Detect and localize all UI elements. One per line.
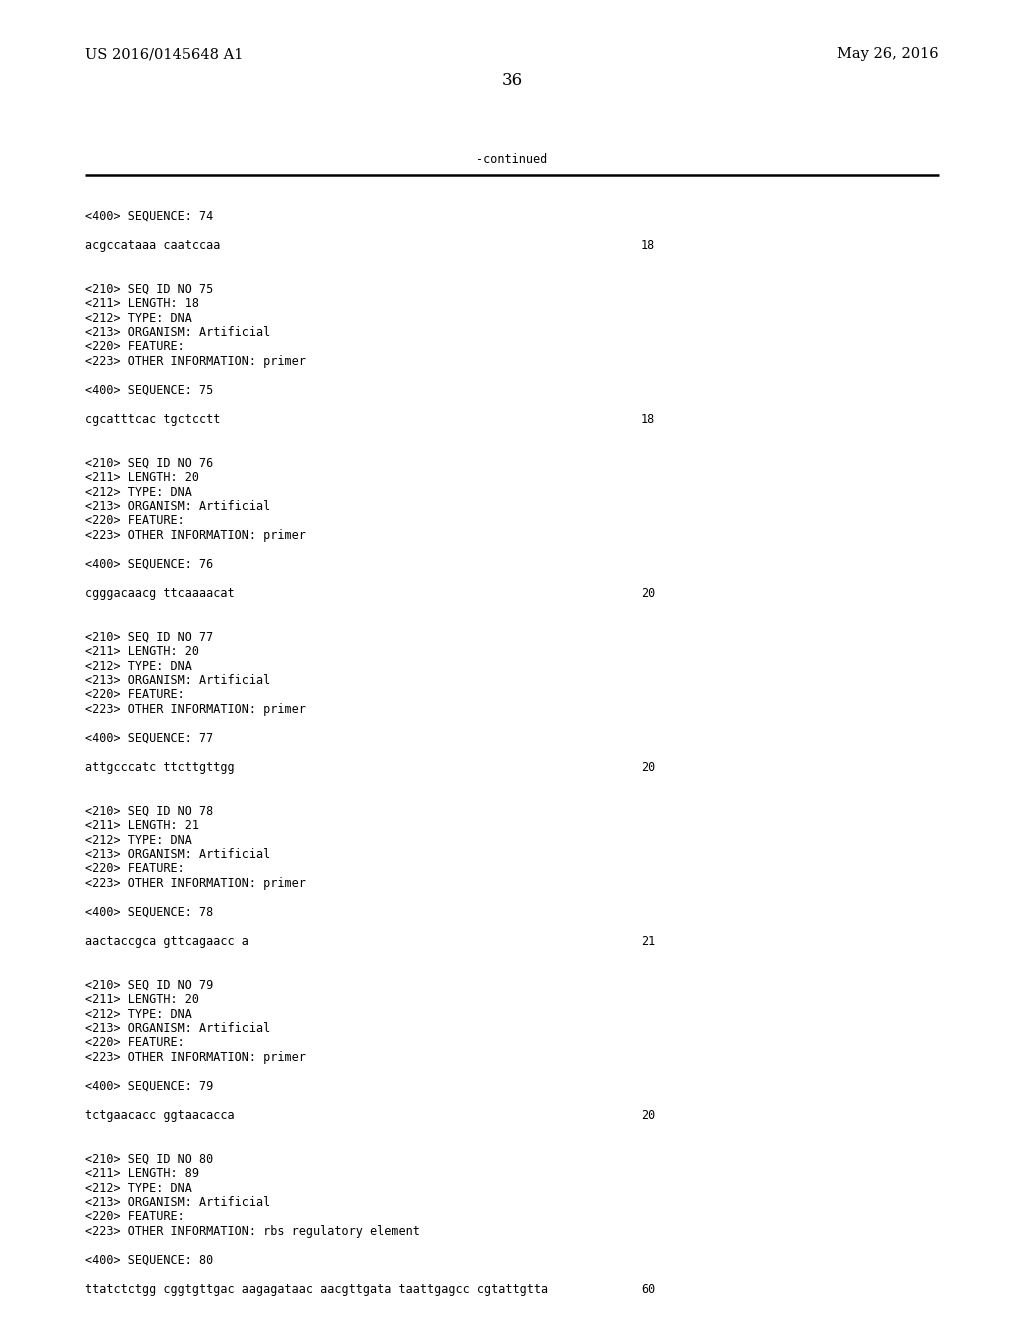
Text: <400> SEQUENCE: 80: <400> SEQUENCE: 80 [85, 1254, 213, 1267]
Text: <212> TYPE: DNA: <212> TYPE: DNA [85, 486, 191, 499]
Text: 60: 60 [641, 1283, 655, 1296]
Text: acgccataaa caatccaa: acgccataaa caatccaa [85, 239, 220, 252]
Text: <211> LENGTH: 89: <211> LENGTH: 89 [85, 1167, 199, 1180]
Text: <223> OTHER INFORMATION: rbs regulatory element: <223> OTHER INFORMATION: rbs regulatory … [85, 1225, 420, 1238]
Text: <211> LENGTH: 20: <211> LENGTH: 20 [85, 993, 199, 1006]
Text: <210> SEQ ID NO 75: <210> SEQ ID NO 75 [85, 282, 213, 296]
Text: <213> ORGANISM: Artificial: <213> ORGANISM: Artificial [85, 675, 270, 686]
Text: cgcatttcac tgctcctt: cgcatttcac tgctcctt [85, 413, 220, 426]
Text: <212> TYPE: DNA: <212> TYPE: DNA [85, 833, 191, 846]
Text: 18: 18 [641, 239, 655, 252]
Text: <220> FEATURE:: <220> FEATURE: [85, 1036, 184, 1049]
Text: <213> ORGANISM: Artificial: <213> ORGANISM: Artificial [85, 326, 270, 339]
Text: <210> SEQ ID NO 77: <210> SEQ ID NO 77 [85, 631, 213, 644]
Text: <213> ORGANISM: Artificial: <213> ORGANISM: Artificial [85, 847, 270, 861]
Text: tctgaacacc ggtaacacca: tctgaacacc ggtaacacca [85, 1109, 234, 1122]
Text: attgcccatc ttcttgttgg: attgcccatc ttcttgttgg [85, 762, 234, 774]
Text: 20: 20 [641, 762, 655, 774]
Text: <223> OTHER INFORMATION: primer: <223> OTHER INFORMATION: primer [85, 355, 306, 368]
Text: 20: 20 [641, 587, 655, 601]
Text: <223> OTHER INFORMATION: primer: <223> OTHER INFORMATION: primer [85, 1051, 306, 1064]
Text: 20: 20 [641, 1109, 655, 1122]
Text: <223> OTHER INFORMATION: primer: <223> OTHER INFORMATION: primer [85, 876, 306, 890]
Text: <220> FEATURE:: <220> FEATURE: [85, 1210, 184, 1224]
Text: <220> FEATURE:: <220> FEATURE: [85, 689, 184, 701]
Text: <212> TYPE: DNA: <212> TYPE: DNA [85, 660, 191, 672]
Text: <210> SEQ ID NO 80: <210> SEQ ID NO 80 [85, 1152, 213, 1166]
Text: aactaccgca gttcagaacc a: aactaccgca gttcagaacc a [85, 935, 249, 948]
Text: <211> LENGTH: 20: <211> LENGTH: 20 [85, 645, 199, 657]
Text: <210> SEQ ID NO 79: <210> SEQ ID NO 79 [85, 978, 213, 991]
Text: <210> SEQ ID NO 76: <210> SEQ ID NO 76 [85, 457, 213, 470]
Text: <223> OTHER INFORMATION: primer: <223> OTHER INFORMATION: primer [85, 704, 306, 715]
Text: -continued: -continued [476, 153, 548, 166]
Text: <211> LENGTH: 21: <211> LENGTH: 21 [85, 818, 199, 832]
Text: <400> SEQUENCE: 76: <400> SEQUENCE: 76 [85, 558, 213, 572]
Text: <213> ORGANISM: Artificial: <213> ORGANISM: Artificial [85, 1022, 270, 1035]
Text: <211> LENGTH: 18: <211> LENGTH: 18 [85, 297, 199, 310]
Text: <212> TYPE: DNA: <212> TYPE: DNA [85, 1181, 191, 1195]
Text: cgggacaacg ttcaaaacat: cgggacaacg ttcaaaacat [85, 587, 234, 601]
Text: ttatctctgg cggtgttgac aagagataac aacgttgata taattgagcc cgtattgtta: ttatctctgg cggtgttgac aagagataac aacgttg… [85, 1283, 548, 1296]
Text: <220> FEATURE:: <220> FEATURE: [85, 515, 184, 528]
Text: <210> SEQ ID NO 78: <210> SEQ ID NO 78 [85, 804, 213, 817]
Text: <220> FEATURE:: <220> FEATURE: [85, 341, 184, 354]
Text: <400> SEQUENCE: 74: <400> SEQUENCE: 74 [85, 210, 213, 223]
Text: <400> SEQUENCE: 78: <400> SEQUENCE: 78 [85, 906, 213, 919]
Text: May 26, 2016: May 26, 2016 [838, 48, 939, 61]
Text: <223> OTHER INFORMATION: primer: <223> OTHER INFORMATION: primer [85, 529, 306, 543]
Text: 36: 36 [502, 73, 522, 88]
Text: 21: 21 [641, 935, 655, 948]
Text: <213> ORGANISM: Artificial: <213> ORGANISM: Artificial [85, 500, 270, 513]
Text: <212> TYPE: DNA: <212> TYPE: DNA [85, 1007, 191, 1020]
Text: <400> SEQUENCE: 77: <400> SEQUENCE: 77 [85, 733, 213, 744]
Text: <220> FEATURE:: <220> FEATURE: [85, 862, 184, 875]
Text: 18: 18 [641, 413, 655, 426]
Text: <212> TYPE: DNA: <212> TYPE: DNA [85, 312, 191, 325]
Text: US 2016/0145648 A1: US 2016/0145648 A1 [85, 48, 244, 61]
Text: <211> LENGTH: 20: <211> LENGTH: 20 [85, 471, 199, 484]
Text: <213> ORGANISM: Artificial: <213> ORGANISM: Artificial [85, 1196, 270, 1209]
Text: <400> SEQUENCE: 79: <400> SEQUENCE: 79 [85, 1080, 213, 1093]
Text: <400> SEQUENCE: 75: <400> SEQUENCE: 75 [85, 384, 213, 397]
